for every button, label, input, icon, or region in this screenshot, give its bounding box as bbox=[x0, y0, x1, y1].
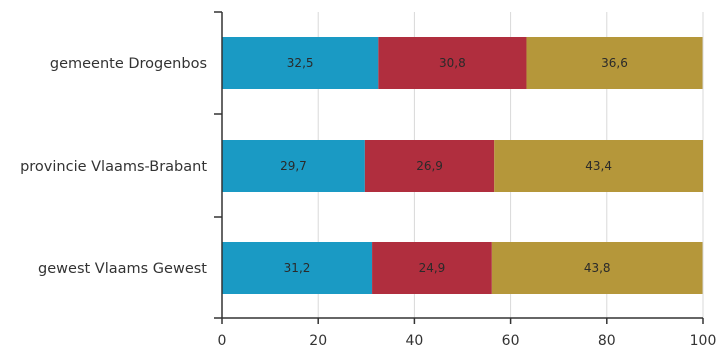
bar-segment bbox=[494, 140, 703, 192]
data-label: 43,8 bbox=[584, 261, 611, 275]
data-label: 29,7 bbox=[280, 159, 307, 173]
data-labels: 32,5 30,8 36,6 29,7 26,9 43,4 31,2 24,9 43,8 bbox=[280, 56, 628, 275]
category-label: provincie Vlaams-Brabant bbox=[20, 159, 207, 175]
bar-segment bbox=[378, 37, 527, 89]
bar-segment bbox=[372, 242, 492, 294]
x-tick-label: 0 bbox=[218, 333, 227, 349]
category-label: gewest Vlaams Gewest bbox=[38, 261, 207, 277]
bar-segment bbox=[222, 37, 379, 89]
category-label: gemeente Drogenbos bbox=[50, 56, 207, 72]
x-tick-label: 60 bbox=[502, 333, 520, 349]
bar-segment bbox=[491, 242, 703, 294]
x-tick-label: 80 bbox=[598, 333, 616, 349]
x-tick-label: 20 bbox=[309, 333, 327, 349]
data-label: 30,8 bbox=[439, 56, 466, 70]
data-label: 24,9 bbox=[419, 261, 446, 275]
x-tick-label: 40 bbox=[405, 333, 423, 349]
bar-segment bbox=[364, 140, 495, 192]
data-label: 36,6 bbox=[601, 56, 628, 70]
bar-segments bbox=[222, 37, 703, 294]
category-labels: gemeente Drogenbos provincie Vlaams-Braba… bbox=[20, 56, 207, 277]
bar-segment bbox=[222, 242, 373, 294]
bar-segment bbox=[222, 140, 365, 192]
data-label: 43,4 bbox=[585, 159, 612, 173]
data-label: 32,5 bbox=[287, 56, 314, 70]
x-tick-label: 100 bbox=[690, 333, 717, 349]
x-tick-labels: 0 20 40 60 80 100 bbox=[218, 333, 717, 349]
data-label: 31,2 bbox=[284, 261, 311, 275]
data-label: 26,9 bbox=[416, 159, 443, 173]
axes bbox=[214, 11, 704, 324]
bar-segment bbox=[526, 37, 703, 89]
